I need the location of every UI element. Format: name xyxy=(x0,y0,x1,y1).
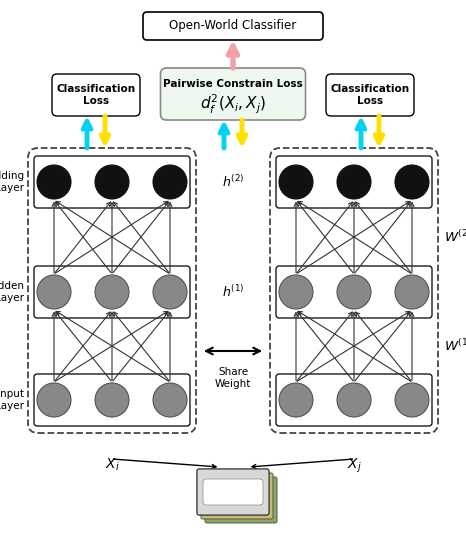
Text: Classification
Loss: Classification Loss xyxy=(56,84,136,106)
Text: $X_j$: $X_j$ xyxy=(347,457,362,475)
Text: $W^{(1)}$: $W^{(1)}$ xyxy=(444,338,466,354)
Circle shape xyxy=(153,275,187,309)
Text: Share
Weight: Share Weight xyxy=(215,367,251,389)
FancyBboxPatch shape xyxy=(276,266,432,318)
FancyBboxPatch shape xyxy=(52,74,140,116)
Circle shape xyxy=(395,165,429,199)
FancyBboxPatch shape xyxy=(201,473,273,519)
FancyBboxPatch shape xyxy=(197,469,269,515)
FancyBboxPatch shape xyxy=(197,469,269,515)
Circle shape xyxy=(337,165,371,199)
Text: $X_i$: $X_i$ xyxy=(105,457,119,474)
Text: Embedding
Layer: Embedding Layer xyxy=(0,171,24,193)
FancyBboxPatch shape xyxy=(276,156,432,208)
Circle shape xyxy=(37,165,71,199)
Circle shape xyxy=(153,165,187,199)
Circle shape xyxy=(37,383,71,417)
Text: Open-World Classifier: Open-World Classifier xyxy=(169,20,297,33)
FancyBboxPatch shape xyxy=(205,477,277,523)
FancyBboxPatch shape xyxy=(34,156,190,208)
Circle shape xyxy=(153,383,187,417)
Circle shape xyxy=(95,275,129,309)
Circle shape xyxy=(95,383,129,417)
Circle shape xyxy=(337,275,371,309)
Text: $h^{(2)}$: $h^{(2)}$ xyxy=(222,174,244,190)
Circle shape xyxy=(395,383,429,417)
Circle shape xyxy=(279,165,313,199)
Circle shape xyxy=(279,383,313,417)
FancyBboxPatch shape xyxy=(34,374,190,426)
Text: $h^{(1)}$: $h^{(1)}$ xyxy=(222,284,244,300)
Text: Classification
Loss: Classification Loss xyxy=(330,84,410,106)
Circle shape xyxy=(95,165,129,199)
FancyBboxPatch shape xyxy=(143,12,323,40)
Text: Hidden
Layer: Hidden Layer xyxy=(0,281,24,303)
FancyBboxPatch shape xyxy=(276,374,432,426)
Circle shape xyxy=(395,275,429,309)
Text: $W^{(2)}$: $W^{(2)}$ xyxy=(444,229,466,245)
FancyBboxPatch shape xyxy=(34,266,190,318)
FancyBboxPatch shape xyxy=(160,68,306,120)
FancyBboxPatch shape xyxy=(203,479,263,505)
Text: $d_f^2(X_i, X_j)$: $d_f^2(X_i, X_j)$ xyxy=(200,92,266,116)
Circle shape xyxy=(337,383,371,417)
Circle shape xyxy=(37,275,71,309)
Text: Input
Layer: Input Layer xyxy=(0,389,24,411)
Circle shape xyxy=(279,275,313,309)
FancyBboxPatch shape xyxy=(326,74,414,116)
Text: Pairwise Constrain Loss: Pairwise Constrain Loss xyxy=(163,79,303,89)
